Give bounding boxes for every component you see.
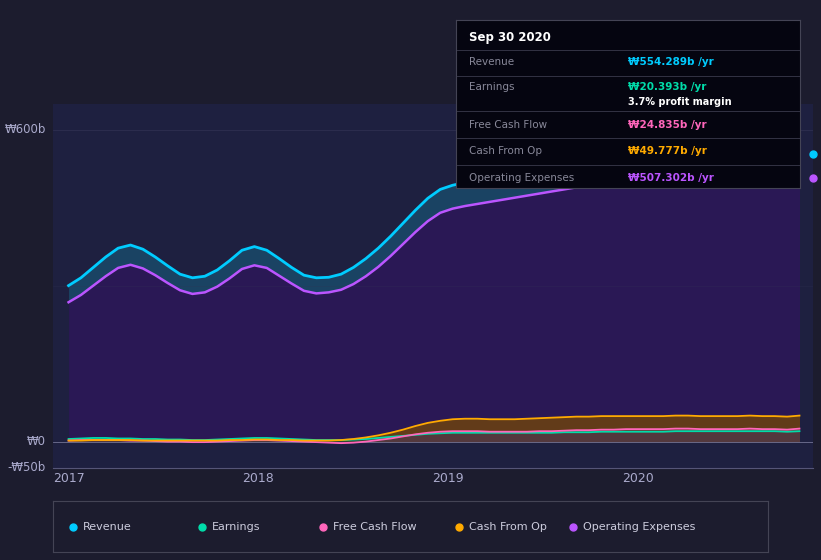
Text: ₩554.289b /yr: ₩554.289b /yr: [628, 58, 713, 67]
Text: Earnings: Earnings: [212, 522, 260, 533]
Text: Revenue: Revenue: [84, 522, 132, 533]
Text: Free Cash Flow: Free Cash Flow: [333, 522, 417, 533]
Text: ₩0: ₩0: [27, 435, 46, 448]
Text: Cash From Op: Cash From Op: [469, 522, 547, 533]
Text: Cash From Op: Cash From Op: [470, 147, 543, 156]
Text: ₩600b: ₩600b: [4, 123, 46, 136]
Text: Revenue: Revenue: [470, 58, 515, 67]
Text: Free Cash Flow: Free Cash Flow: [470, 120, 548, 129]
Text: 3.7% profit margin: 3.7% profit margin: [628, 97, 732, 107]
Text: ₩507.302b /yr: ₩507.302b /yr: [628, 172, 714, 183]
Text: ₩24.835b /yr: ₩24.835b /yr: [628, 120, 707, 129]
Text: Earnings: Earnings: [470, 82, 515, 92]
Text: -₩50b: -₩50b: [7, 461, 46, 474]
Text: ₩20.393b /yr: ₩20.393b /yr: [628, 82, 706, 92]
Text: Operating Expenses: Operating Expenses: [470, 172, 575, 183]
Text: Sep 30 2020: Sep 30 2020: [470, 31, 552, 44]
Text: ₩49.777b /yr: ₩49.777b /yr: [628, 147, 707, 156]
Text: Operating Expenses: Operating Expenses: [584, 522, 695, 533]
